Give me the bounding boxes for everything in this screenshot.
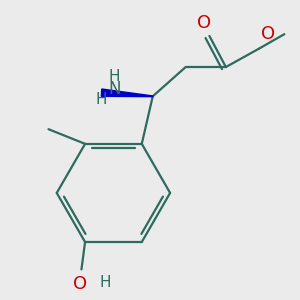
Text: O: O [197, 14, 211, 32]
Text: H: H [109, 69, 120, 84]
Text: O: O [73, 275, 87, 293]
Text: O: O [261, 25, 275, 43]
Text: H: H [100, 275, 111, 290]
Polygon shape [101, 89, 153, 97]
Text: N: N [108, 80, 121, 98]
Text: H: H [96, 92, 107, 107]
